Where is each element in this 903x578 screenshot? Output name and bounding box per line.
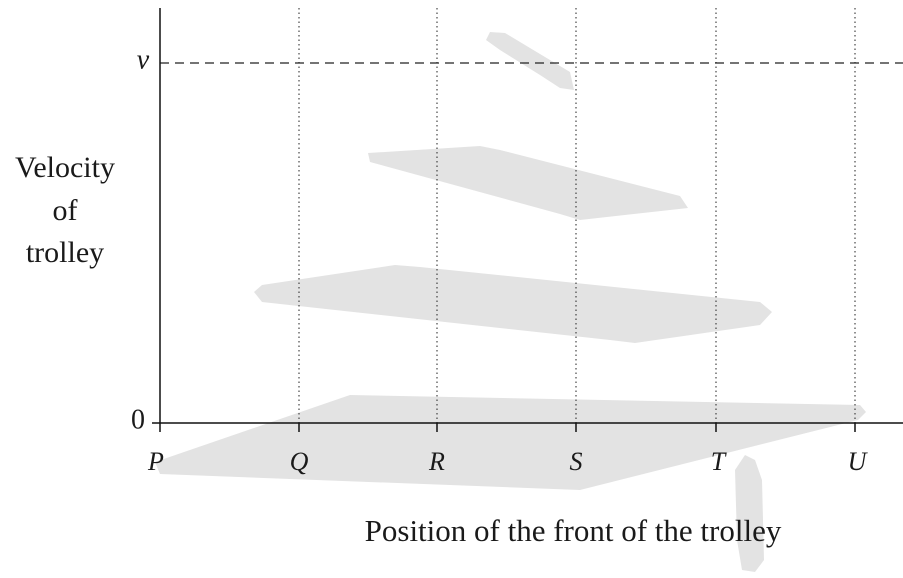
y-label: 0 — [131, 404, 145, 435]
y-label: v — [137, 44, 150, 75]
diagram: v 0 Velocity of trolley P Q R S T U Posi… — [0, 0, 903, 578]
x-label: S — [570, 447, 583, 476]
x-label: R — [428, 447, 445, 476]
watermark-shape — [368, 146, 688, 220]
x-label: Q — [290, 447, 309, 476]
watermark-shape — [486, 32, 574, 90]
x-label: P — [147, 447, 164, 476]
x-label: T — [711, 447, 727, 476]
y-title: trolley — [26, 236, 104, 269]
y-title: of — [53, 194, 78, 227]
watermark-shape — [254, 265, 772, 343]
watermark — [155, 32, 866, 572]
x-title: Position of the front of the trolley — [365, 513, 782, 548]
x-label: U — [848, 447, 869, 476]
y-title: Velocity — [15, 151, 115, 184]
